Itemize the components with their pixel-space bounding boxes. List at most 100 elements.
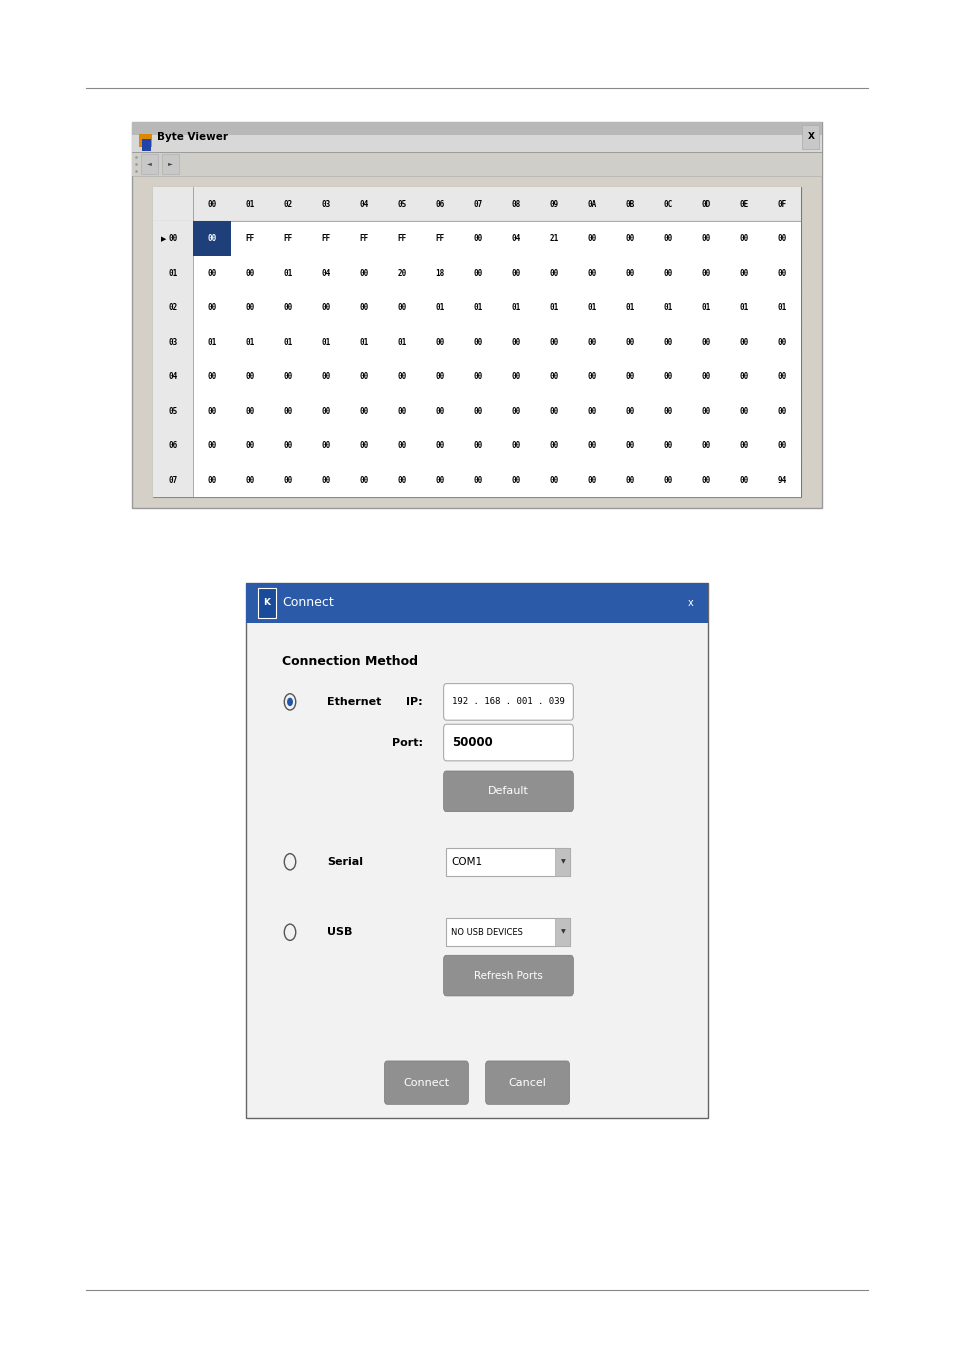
Text: 0E: 0E <box>739 199 748 209</box>
Text: Serial: Serial <box>327 856 363 867</box>
Text: Byte Viewer: Byte Viewer <box>157 131 228 142</box>
Text: Default: Default <box>488 786 528 797</box>
Text: 00: 00 <box>777 406 786 416</box>
Text: 00: 00 <box>511 373 520 381</box>
Text: 06: 06 <box>435 199 444 209</box>
Text: 00: 00 <box>473 337 482 347</box>
Text: 00: 00 <box>321 476 330 485</box>
Text: 03: 03 <box>321 199 330 209</box>
Bar <box>152 187 801 221</box>
Text: 00: 00 <box>321 442 330 450</box>
Text: 01: 01 <box>283 337 293 347</box>
Text: 00: 00 <box>207 373 216 381</box>
Text: 04: 04 <box>359 199 368 209</box>
Text: 00: 00 <box>511 442 520 450</box>
Text: 00: 00 <box>359 304 368 312</box>
Text: 00: 00 <box>207 234 216 243</box>
Text: Port:: Port: <box>392 737 422 748</box>
Bar <box>152 221 193 256</box>
Text: 00: 00 <box>587 442 597 450</box>
Text: 01: 01 <box>739 304 748 312</box>
Text: 00: 00 <box>663 476 672 485</box>
Text: FF: FF <box>396 234 406 243</box>
Text: 00: 00 <box>207 199 216 209</box>
Text: 0F: 0F <box>777 199 786 209</box>
Bar <box>193 290 801 325</box>
Text: 00: 00 <box>359 442 368 450</box>
Text: 00: 00 <box>245 406 254 416</box>
Bar <box>152 428 193 463</box>
Bar <box>152 463 193 497</box>
Text: 01: 01 <box>359 337 368 347</box>
Text: 00: 00 <box>396 476 406 485</box>
Text: 01: 01 <box>321 337 330 347</box>
Text: 94: 94 <box>777 476 786 485</box>
Text: 00: 00 <box>700 442 710 450</box>
Text: 00: 00 <box>207 476 216 485</box>
Text: 00: 00 <box>549 268 558 278</box>
Text: 00: 00 <box>587 476 597 485</box>
Text: 00: 00 <box>625 268 634 278</box>
Bar <box>152 221 193 497</box>
Text: 00: 00 <box>283 373 293 381</box>
Text: 00: 00 <box>511 406 520 416</box>
Text: 00: 00 <box>435 442 444 450</box>
Text: 21: 21 <box>549 234 558 243</box>
Text: 00: 00 <box>245 442 254 450</box>
Bar <box>193 428 801 463</box>
Text: 00: 00 <box>549 476 558 485</box>
Bar <box>162 154 179 173</box>
Text: 00: 00 <box>396 406 406 416</box>
Bar <box>139 134 152 148</box>
Text: 01: 01 <box>207 337 216 347</box>
Bar <box>193 325 801 359</box>
Text: FF: FF <box>321 234 330 243</box>
Text: 00: 00 <box>700 337 710 347</box>
Text: ▶: ▶ <box>161 236 167 241</box>
Text: 05: 05 <box>396 199 406 209</box>
Text: 00: 00 <box>663 268 672 278</box>
Text: 06: 06 <box>168 442 177 450</box>
Text: 00: 00 <box>473 234 482 243</box>
Text: 00: 00 <box>283 406 293 416</box>
Text: 00: 00 <box>435 373 444 381</box>
Text: 18: 18 <box>435 268 444 278</box>
Text: 00: 00 <box>587 268 597 278</box>
Text: 00: 00 <box>700 476 710 485</box>
Bar <box>142 140 151 152</box>
Text: 00: 00 <box>739 268 748 278</box>
Bar <box>193 394 801 428</box>
Text: 01: 01 <box>396 337 406 347</box>
Text: X: X <box>806 133 814 141</box>
Text: 00: 00 <box>739 234 748 243</box>
Text: 00: 00 <box>549 373 558 381</box>
Text: ▼: ▼ <box>560 930 564 935</box>
Text: 00: 00 <box>663 373 672 381</box>
Text: COM1: COM1 <box>451 856 482 867</box>
Text: x: x <box>687 598 693 608</box>
Text: 00: 00 <box>777 337 786 347</box>
Text: 01: 01 <box>435 304 444 312</box>
Text: 0B: 0B <box>625 199 634 209</box>
Text: 00: 00 <box>359 373 368 381</box>
Text: 07: 07 <box>473 199 482 209</box>
Text: 01: 01 <box>245 337 254 347</box>
Text: 00: 00 <box>473 476 482 485</box>
Text: 00: 00 <box>435 476 444 485</box>
Text: 00: 00 <box>587 373 597 381</box>
Text: 02: 02 <box>168 304 177 312</box>
Text: Ethernet: Ethernet <box>327 696 381 707</box>
Text: 00: 00 <box>473 442 482 450</box>
Bar <box>132 122 821 152</box>
Text: 00: 00 <box>663 442 672 450</box>
Text: 0D: 0D <box>700 199 710 209</box>
Bar <box>152 359 193 394</box>
Text: 00: 00 <box>587 406 597 416</box>
FancyBboxPatch shape <box>443 724 573 762</box>
Text: 00: 00 <box>511 476 520 485</box>
Text: 00: 00 <box>625 234 634 243</box>
Bar <box>152 290 193 325</box>
Text: 01: 01 <box>168 268 177 278</box>
Text: 00: 00 <box>700 406 710 416</box>
Text: 00: 00 <box>777 268 786 278</box>
